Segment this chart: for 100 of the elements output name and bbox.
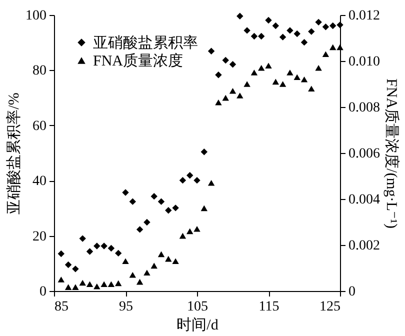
point bbox=[114, 280, 122, 286]
point bbox=[294, 30, 300, 38]
point bbox=[315, 18, 322, 26]
point bbox=[294, 74, 300, 80]
point bbox=[200, 205, 208, 212]
x-tick-label: 95 bbox=[119, 300, 133, 314]
point bbox=[144, 218, 150, 226]
point bbox=[265, 62, 272, 69]
point bbox=[215, 99, 222, 106]
point bbox=[150, 262, 158, 269]
point bbox=[86, 281, 94, 288]
point bbox=[179, 232, 186, 239]
point bbox=[94, 283, 100, 290]
point bbox=[250, 32, 258, 40]
point bbox=[72, 284, 79, 290]
x-tick-label: 125 bbox=[320, 300, 340, 314]
point bbox=[179, 176, 186, 184]
point bbox=[165, 207, 172, 214]
point bbox=[114, 250, 122, 257]
y2-tick-label: 0.008 bbox=[348, 100, 380, 116]
point bbox=[186, 172, 194, 179]
x-tick-label: 105 bbox=[187, 300, 208, 314]
point bbox=[300, 76, 308, 82]
point bbox=[286, 70, 294, 76]
point bbox=[272, 22, 280, 30]
point bbox=[64, 261, 72, 268]
point bbox=[272, 78, 280, 85]
point bbox=[165, 256, 172, 262]
y2-tick-label: 0 bbox=[348, 284, 356, 300]
x-tick-label: 85 bbox=[54, 300, 68, 314]
point bbox=[244, 27, 250, 34]
y2-tick-label: 0.002 bbox=[348, 238, 380, 254]
point bbox=[265, 16, 272, 24]
point bbox=[258, 64, 265, 71]
point bbox=[236, 92, 244, 98]
point bbox=[229, 61, 236, 68]
point bbox=[158, 198, 165, 205]
point bbox=[200, 148, 208, 156]
x-axis-title: 时间/d bbox=[176, 316, 219, 334]
point bbox=[308, 28, 315, 35]
y2-tick-label: 0.010 bbox=[348, 54, 380, 70]
point bbox=[172, 258, 179, 264]
y-tick-label: 0 bbox=[40, 284, 46, 300]
legend-label: FNA质量浓度 bbox=[93, 52, 184, 70]
point bbox=[308, 86, 315, 92]
point bbox=[315, 64, 322, 71]
point bbox=[194, 226, 200, 232]
point bbox=[172, 204, 179, 212]
point bbox=[144, 270, 150, 276]
y-tick-label: 60 bbox=[32, 118, 46, 134]
point bbox=[100, 242, 108, 250]
point bbox=[58, 250, 65, 258]
y2-tick-label: 0.004 bbox=[348, 192, 380, 208]
point bbox=[186, 228, 194, 234]
point bbox=[250, 70, 258, 76]
point bbox=[194, 176, 200, 184]
point bbox=[129, 198, 136, 205]
point bbox=[244, 81, 250, 87]
point bbox=[336, 44, 344, 50]
point bbox=[94, 242, 100, 250]
point bbox=[79, 280, 86, 286]
legend-label: 亚硝酸盐累积率 bbox=[93, 34, 198, 52]
y2-tick-label: 0.006 bbox=[348, 146, 380, 162]
point bbox=[136, 226, 144, 233]
point bbox=[322, 51, 330, 58]
point bbox=[79, 235, 86, 242]
point bbox=[86, 248, 94, 255]
point bbox=[122, 258, 129, 264]
point bbox=[222, 94, 229, 101]
y2-axis-title: FNA质量浓度/(mg·L⁻¹) bbox=[383, 78, 400, 228]
point bbox=[229, 88, 236, 94]
point bbox=[222, 56, 229, 64]
point bbox=[279, 81, 286, 87]
point bbox=[236, 12, 244, 20]
point bbox=[108, 244, 115, 252]
point bbox=[215, 72, 222, 78]
point bbox=[122, 189, 129, 196]
point bbox=[100, 281, 108, 288]
point bbox=[329, 44, 336, 50]
y-tick-label: 40 bbox=[32, 174, 46, 190]
y-tick-label: 20 bbox=[32, 229, 46, 244]
point bbox=[279, 34, 286, 40]
y-axis-title: 亚硝酸盐累积率/% bbox=[6, 92, 22, 214]
point bbox=[208, 180, 215, 186]
point bbox=[108, 281, 115, 288]
point bbox=[258, 32, 265, 40]
y2-tick-label: 0.012 bbox=[348, 8, 380, 24]
point bbox=[208, 48, 215, 55]
y-tick-label: 80 bbox=[32, 64, 46, 79]
point bbox=[58, 276, 65, 282]
x-tick-label: 115 bbox=[258, 300, 280, 314]
point bbox=[286, 27, 294, 34]
point bbox=[329, 22, 336, 30]
point bbox=[72, 266, 79, 272]
point bbox=[129, 272, 136, 278]
point bbox=[64, 284, 72, 290]
point bbox=[150, 192, 158, 200]
point bbox=[300, 38, 308, 46]
point bbox=[336, 22, 344, 28]
point bbox=[158, 251, 165, 258]
